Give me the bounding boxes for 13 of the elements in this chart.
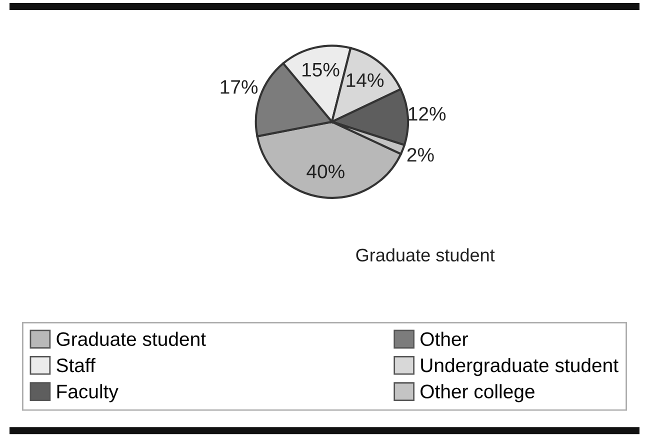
legend-label: Other <box>420 332 468 346</box>
data-label: 15% <box>302 62 340 77</box>
legend-label: Faculty <box>57 384 118 402</box>
data-label: 14% <box>346 73 384 87</box>
data-label: 2% <box>407 148 434 162</box>
legend-label: Graduate student <box>56 332 206 346</box>
data-label: 40% <box>306 164 344 178</box>
text: Graduate student <box>356 248 495 262</box>
legend-label: Other college <box>420 384 534 402</box>
legend-label: Staff <box>56 358 96 372</box>
legend-label: Undergraduate student <box>421 358 618 376</box>
data-label: 17% <box>220 80 258 94</box>
data-label: 12% <box>408 106 446 121</box>
